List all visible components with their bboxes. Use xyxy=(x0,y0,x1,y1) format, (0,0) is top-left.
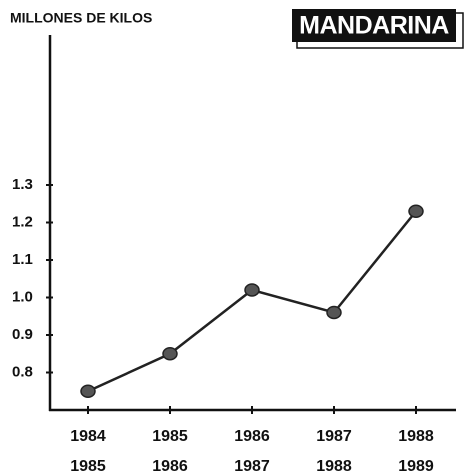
point xyxy=(326,305,342,320)
point xyxy=(244,283,260,297)
x-tick-label: 1984 xyxy=(70,428,106,445)
y-tick-label: 0.8 xyxy=(12,363,33,380)
x-tick-label: 1985 xyxy=(152,428,188,445)
point xyxy=(408,204,424,218)
x-tick-label: 1985 xyxy=(70,458,106,475)
chart-title: MANDARINA xyxy=(299,12,449,40)
y-axis-label: MILLONES DE KILOS xyxy=(10,10,152,26)
y-tick-label: 1.1 xyxy=(12,251,33,268)
x-tick-label: 1989 xyxy=(398,458,434,475)
x-tick-label: 1988 xyxy=(398,428,434,445)
x-tick-label: 1988 xyxy=(316,458,352,475)
x-tick-label: 1986 xyxy=(234,428,270,445)
point xyxy=(162,347,178,361)
y-tick-label: 1.0 xyxy=(12,288,33,305)
title-box xyxy=(292,9,456,42)
x-tick-label: 1986 xyxy=(152,458,188,475)
x-tick-label: 1987 xyxy=(316,428,352,445)
point xyxy=(80,384,96,398)
x-tick-label: 1987 xyxy=(234,458,270,475)
line xyxy=(87,210,417,393)
y-tick-label: 1.2 xyxy=(12,213,33,230)
y-tick-label: 0.9 xyxy=(12,326,33,343)
y-tick-label: 1.3 xyxy=(12,176,33,193)
